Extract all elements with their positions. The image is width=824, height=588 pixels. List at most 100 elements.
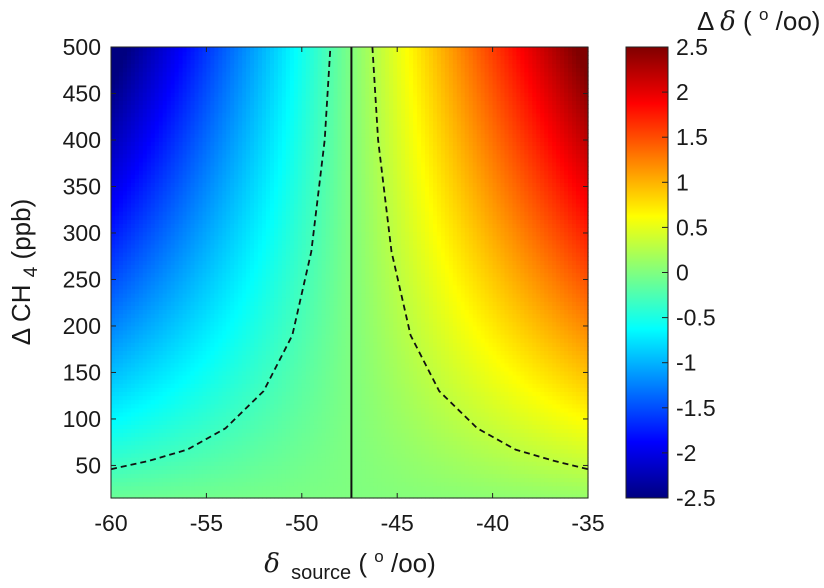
heatmap-cell [178,137,184,142]
heatmap-cell [158,370,164,376]
heatmap-cell [202,157,208,163]
heatmap-cell [277,420,283,425]
heatmap-cell [250,485,255,491]
heatmap-cell [178,379,184,384]
heatmap-cell [273,75,279,81]
heatmap-cell [174,416,180,421]
heatmap-cell [246,293,251,298]
heatmap-cell [285,493,291,499]
heatmap-cell [277,219,283,224]
heatmap-cell [166,227,172,233]
heatmap-cell [266,198,271,204]
heatmap-cell [246,350,251,356]
heatmap-cell [114,88,120,93]
heatmap-cell [162,375,168,380]
heatmap-cell [118,206,124,212]
heatmap-cell [198,63,204,69]
heatmap-cell [174,231,180,237]
heatmap-cell [178,116,184,122]
heatmap-cell [262,346,267,351]
heatmap-cell [210,432,215,438]
heatmap-cell [130,219,136,224]
heatmap-cell [218,124,223,130]
heatmap-cell [250,477,255,483]
heatmap-cell [150,252,156,257]
heatmap-cell [186,432,192,438]
heatmap-cell [250,202,255,208]
heatmap-cell [262,436,267,442]
heatmap-cell [273,231,279,237]
heatmap-cell [150,96,156,101]
heatmap-cell [210,477,215,483]
heatmap-cell [273,51,279,56]
heatmap-cell [158,444,164,450]
heatmap-cell [258,403,263,409]
heatmap-cell [202,141,208,146]
heatmap-cell [111,346,116,351]
heatmap-cell [266,182,271,187]
heatmap-cell [182,264,188,269]
heatmap-cell [182,370,188,376]
heatmap-cell [198,108,204,114]
heatmap-cell [170,399,176,405]
heatmap-cell [222,407,227,413]
heatmap-cell [218,194,223,200]
heatmap-cell [238,211,243,216]
heatmap-cell [270,493,275,499]
heatmap-cell [162,55,168,60]
heatmap-cell [126,67,132,73]
heatmap-cell [206,88,211,93]
heatmap-cell [218,334,223,339]
heatmap-cell [266,370,271,376]
heatmap-cell [198,375,204,380]
heatmap-cell [226,436,231,442]
heatmap-cell [186,182,192,187]
heatmap-cell [222,309,227,315]
heatmap-cell [206,293,211,298]
heatmap-cell [111,55,116,60]
heatmap-cell [250,178,255,183]
heatmap-cell [166,247,172,253]
heatmap-cell [222,379,227,384]
heatmap-cell [281,178,287,183]
heatmap-cell [126,100,132,105]
heatmap-cell [150,436,156,442]
heatmap-cell [242,321,247,327]
heatmap-cell [202,170,208,175]
heatmap-cell [130,182,136,187]
heatmap-cell [210,88,215,93]
heatmap-cell [254,112,259,118]
heatmap-cell [170,88,176,93]
heatmap-cell [270,489,275,495]
heatmap-cell [122,63,128,69]
heatmap-cell [270,186,275,192]
heatmap-cell [238,395,243,401]
heatmap-cell [270,182,275,187]
heatmap-cell [262,379,267,384]
heatmap-cell [126,71,132,77]
heatmap-cell [270,481,275,487]
heatmap-cell [142,325,148,331]
heatmap-cell [202,83,208,89]
heatmap-cell [230,354,235,360]
heatmap-cell [281,231,287,237]
heatmap-cell [273,465,279,470]
heatmap-cell [158,375,164,380]
heatmap-cell [250,141,255,146]
heatmap-cell [162,485,168,491]
heatmap-cell [190,124,196,130]
heatmap-cell [226,120,231,126]
heatmap-cell [273,411,279,417]
heatmap-cell [122,276,128,282]
heatmap-cell [285,211,291,216]
heatmap-cell [158,170,164,175]
heatmap-cell [238,366,243,372]
heatmap-cell [246,51,251,56]
heatmap-cell [277,104,283,110]
heatmap-cell [214,280,219,286]
heatmap-cell [186,469,192,474]
heatmap-cell [214,399,219,405]
heatmap-cell [262,297,267,302]
heatmap-cell [210,252,215,257]
heatmap-cell [273,334,279,339]
